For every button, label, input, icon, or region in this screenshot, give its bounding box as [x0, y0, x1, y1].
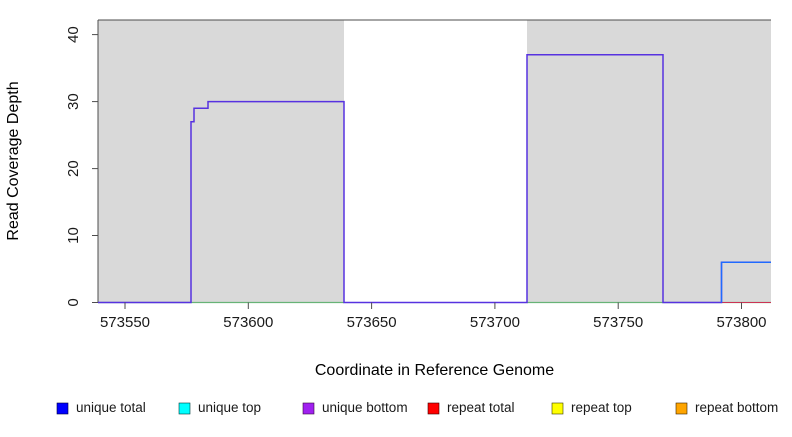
svg-text:573800: 573800 [716, 314, 766, 331]
svg-text:unique bottom: unique bottom [322, 400, 408, 415]
svg-text:repeat total: repeat total [447, 400, 515, 415]
svg-text:repeat top: repeat top [571, 400, 632, 415]
svg-text:unique total: unique total [76, 400, 146, 415]
svg-text:repeat bottom: repeat bottom [695, 400, 778, 415]
svg-text:573600: 573600 [223, 314, 273, 331]
svg-text:unique top: unique top [198, 400, 261, 415]
svg-text:0: 0 [65, 298, 82, 306]
svg-text:573550: 573550 [100, 314, 150, 331]
svg-text:30: 30 [65, 93, 82, 110]
svg-text:10: 10 [65, 227, 82, 244]
svg-text:573700: 573700 [470, 314, 520, 331]
svg-text:Read Coverage Depth: Read Coverage Depth [5, 81, 22, 240]
svg-text:Coordinate in Reference Genome: Coordinate in Reference Genome [315, 362, 554, 379]
svg-text:40: 40 [65, 26, 82, 43]
svg-text:573650: 573650 [347, 314, 397, 331]
svg-text:20: 20 [65, 160, 82, 177]
svg-text:573750: 573750 [593, 314, 643, 331]
